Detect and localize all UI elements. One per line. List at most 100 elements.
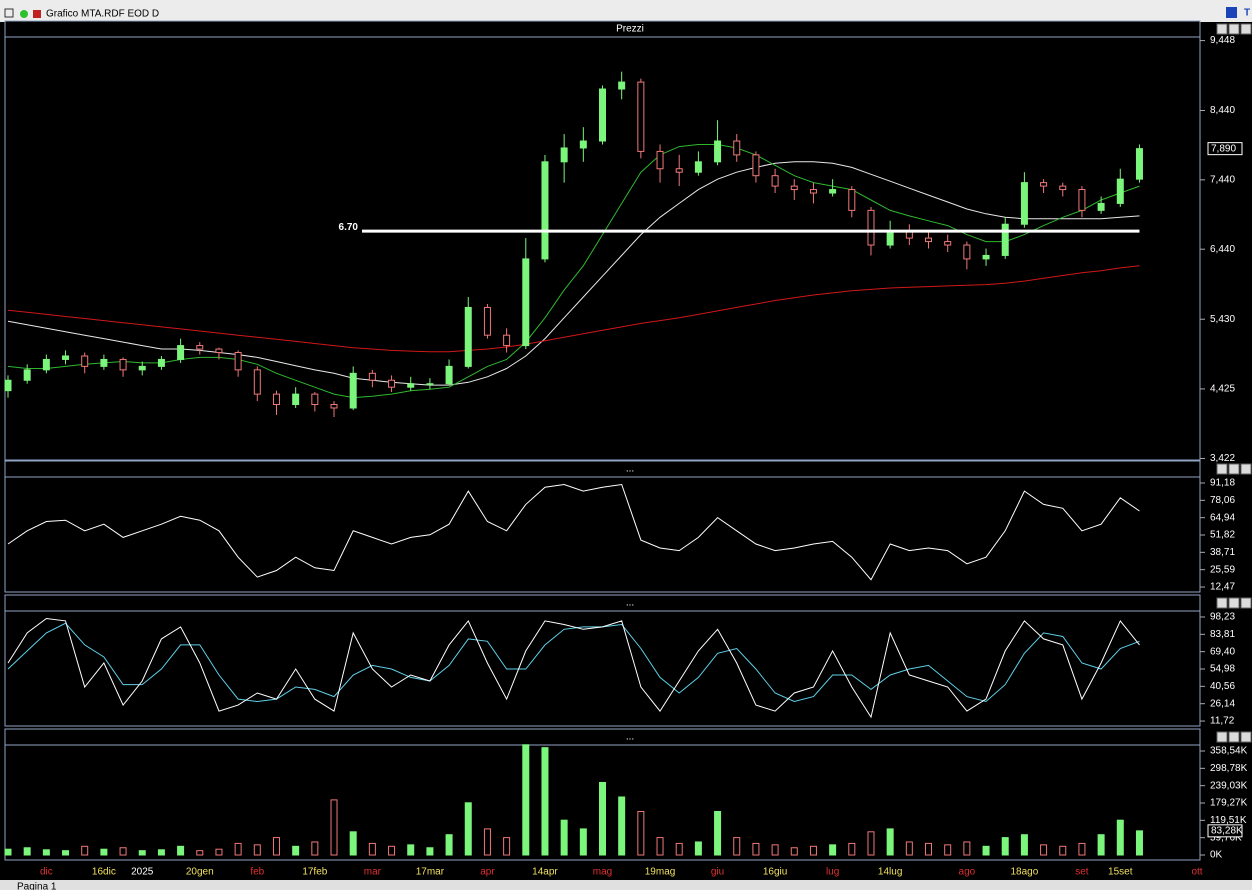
candle-body (656, 150, 664, 170)
panel-button[interactable] (1216, 463, 1228, 475)
panel-button[interactable] (1216, 731, 1228, 743)
candle-body (963, 244, 971, 260)
x-tick-label: 14lug (878, 867, 902, 878)
y-tick-label: 51,82 (1210, 530, 1235, 541)
candle-body (1040, 182, 1048, 187)
candle-body (311, 393, 319, 406)
panel-title: Prezzi (616, 24, 644, 35)
y-tick-label: 179,27K (1210, 798, 1248, 809)
indicator-line (7, 617, 1140, 719)
panel-button[interactable] (1228, 731, 1240, 743)
candle-body (407, 383, 415, 388)
volume-bar (905, 841, 913, 856)
volume-bar (215, 848, 223, 856)
y-tick-label: 78,06 (1210, 495, 1235, 506)
indicator-line (7, 265, 1140, 353)
indicator-line (7, 144, 1140, 399)
panel-button[interactable] (1228, 597, 1240, 609)
x-tick-label: 17feb (302, 867, 327, 878)
y-tick-label: 25,59 (1210, 564, 1235, 575)
x-tick-label: 16giu (763, 867, 787, 878)
volume-bar (637, 810, 645, 856)
volume-bar (752, 842, 760, 856)
x-tick-label: dic (40, 867, 53, 878)
support-label: 6.70 (339, 222, 359, 233)
panel-button[interactable] (1240, 463, 1252, 475)
volume-bar (848, 842, 856, 856)
volume-bar (656, 837, 664, 856)
panel-button[interactable] (1216, 597, 1228, 609)
x-tick-label: ott (1191, 867, 1202, 878)
candle-body (1001, 223, 1009, 256)
indicator-line (7, 622, 1140, 703)
x-tick-label: 15set (1108, 867, 1133, 878)
indicator-line (7, 483, 1140, 581)
y-tick-label: 9,448 (1210, 35, 1235, 46)
volume-bar (138, 850, 146, 856)
y-tick-label: 59,76K (1210, 832, 1242, 843)
volume-bar (790, 847, 798, 856)
volume-bar (944, 844, 952, 856)
candle-body (848, 189, 856, 211)
x-tick-label: apr (480, 867, 495, 878)
tab-bar (0, 880, 1252, 890)
y-tick-label: 5,430 (1210, 314, 1235, 325)
volume-bar (119, 847, 127, 856)
volume-bar (963, 841, 971, 856)
y-tick-label: 8,440 (1210, 105, 1235, 116)
candle-body (330, 404, 338, 409)
candle-body (388, 379, 396, 388)
candle-body (925, 237, 933, 243)
y-tick-label: 40,56 (1210, 681, 1235, 692)
tab[interactable]: Pagina 1 (17, 882, 57, 890)
last-value-label: 7,890 (1211, 143, 1236, 154)
volume-bar (541, 747, 549, 856)
candle-body (4, 379, 12, 392)
y-tick-label: 38,71 (1210, 547, 1235, 558)
panel-button[interactable] (1228, 23, 1240, 35)
window-button[interactable] (1226, 7, 1237, 18)
volume-bar (426, 847, 434, 856)
y-tick-label: 69,40 (1210, 646, 1235, 657)
candle-body (944, 241, 952, 246)
volume-bar (368, 842, 376, 856)
volume-bar (1001, 837, 1009, 856)
candle-body (982, 254, 990, 260)
volume-bar (1040, 844, 1048, 856)
last-value-box (1207, 824, 1243, 838)
volume-bar (1020, 834, 1028, 856)
volume-bar (483, 828, 491, 856)
candle-body (483, 306, 491, 336)
candle-body (714, 140, 722, 163)
x-tick-label: 2025 (131, 867, 154, 878)
volume-bar (560, 819, 568, 856)
candle-body (637, 81, 645, 152)
candle-body (464, 306, 472, 367)
panel-button[interactable] (1240, 23, 1252, 35)
panel-header (4, 20, 1201, 38)
panel-button[interactable] (1240, 597, 1252, 609)
panel-button[interactable] (1228, 463, 1240, 475)
candle-body (157, 358, 165, 367)
link-icon[interactable] (33, 10, 41, 18)
volume-bar (407, 844, 415, 856)
candle-body (867, 209, 875, 246)
y-tick-label: 298,78K (1210, 763, 1248, 774)
candle-body (541, 161, 549, 260)
candle-body (1059, 185, 1067, 191)
volume-bar (1059, 845, 1067, 856)
volume-bar (42, 849, 50, 856)
y-tick-label: 4,425 (1210, 384, 1235, 395)
menu-icon[interactable] (4, 8, 14, 18)
panel-button[interactable] (1240, 731, 1252, 743)
candle-body (752, 154, 760, 177)
window-button-t[interactable]: T (1244, 8, 1250, 19)
volume-bar (599, 781, 606, 856)
panel-button[interactable] (1216, 23, 1228, 35)
volume-bar (81, 845, 89, 856)
panel-frame (4, 610, 1201, 727)
x-tick-label: 20gen (186, 867, 214, 878)
volume-bar (23, 847, 31, 856)
candle-body (196, 345, 204, 350)
